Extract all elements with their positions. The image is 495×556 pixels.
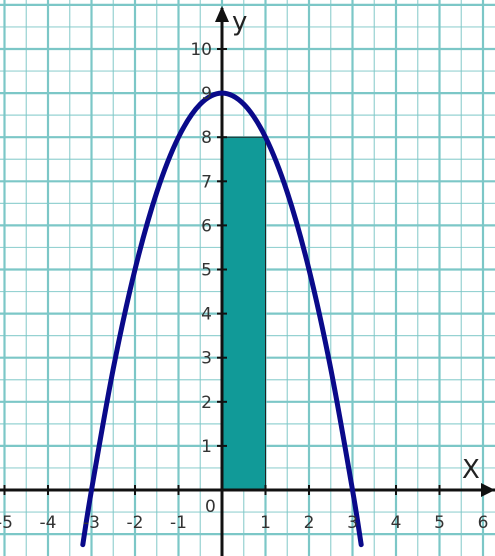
- axes: [0, 6, 495, 556]
- x-tick-label: 5: [434, 513, 445, 533]
- y-axis-label: y: [232, 7, 247, 37]
- shaded-rectangle: [221, 136, 266, 491]
- x-axis-label: X: [462, 455, 480, 485]
- x-tick-label: 1: [260, 513, 271, 533]
- parabola-curve: [80, 90, 364, 548]
- y-tick-label: 7: [201, 172, 212, 192]
- x-tick-label: -4: [40, 513, 57, 533]
- curve-group: [80, 90, 364, 548]
- y-tick-label: 8: [201, 128, 212, 148]
- x-tick-label: 3: [347, 513, 358, 533]
- y-axis-arrow: [215, 6, 229, 22]
- x-tick-label: -3: [83, 513, 100, 533]
- shaded-region: [221, 136, 266, 491]
- x-tick-label: 4: [391, 513, 402, 533]
- x-tick-label: -2: [127, 513, 144, 533]
- y-tick-label: 10: [190, 40, 212, 60]
- y-tick-label: 5: [201, 261, 212, 281]
- y-tick-label: 3: [201, 349, 212, 369]
- origin-label: 0: [205, 497, 216, 517]
- y-tick-label: 9: [201, 84, 212, 104]
- x-tick-label: 6: [478, 513, 489, 533]
- y-tick-label: 4: [201, 305, 212, 325]
- x-tick-label: -5: [0, 513, 13, 533]
- x-axis-arrow: [481, 483, 495, 497]
- tick-labels: -5 -4 -3 -2 -1 1 2 3 4 5 6 1 2 3 4 5 6 7 8 9 10: [0, 40, 488, 533]
- y-tick-label: 2: [201, 393, 212, 413]
- y-tick-label: 1: [201, 437, 212, 457]
- y-tick-label: 6: [201, 216, 212, 236]
- x-tick-label: 2: [304, 513, 315, 533]
- x-tick-label: -1: [170, 513, 187, 533]
